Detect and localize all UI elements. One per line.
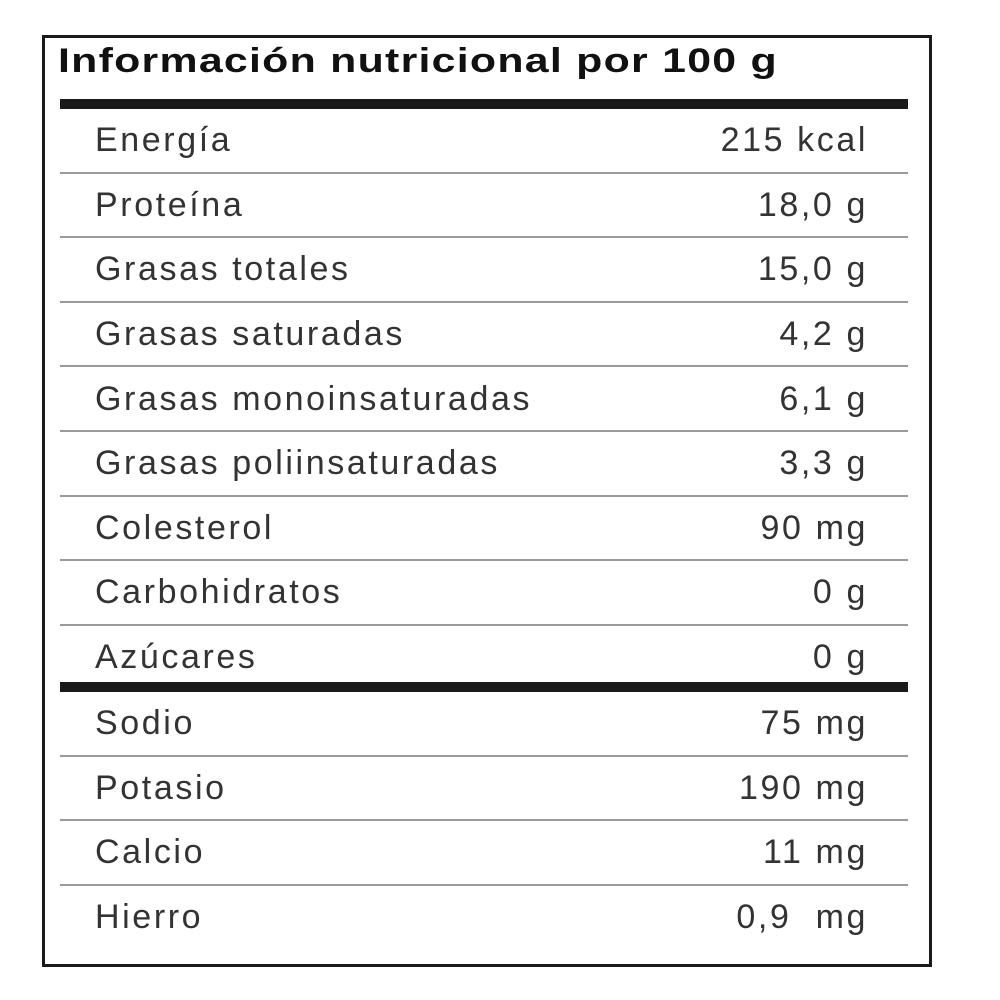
nutrient-value: 15,0 g bbox=[757, 250, 868, 289]
nutrient-label: Azúcares bbox=[95, 638, 258, 677]
table-title: Información nutricional por 100 g bbox=[58, 42, 778, 80]
nutrient-row: Carbohidratos 0 g bbox=[60, 561, 908, 626]
nutrient-label: Grasas poliinsaturadas bbox=[95, 444, 500, 483]
nutrient-value: 190 mg bbox=[738, 768, 868, 807]
nutrient-value: 4,2 g bbox=[779, 315, 868, 354]
nutrient-row: Proteína 18,0 g bbox=[60, 174, 908, 239]
nutrient-label: Proteína bbox=[95, 185, 245, 224]
nutrition-table-frame bbox=[42, 35, 932, 967]
nutrient-label: Grasas monoinsaturadas bbox=[95, 379, 533, 418]
nutrient-value: 75 mg bbox=[760, 704, 868, 743]
nutrient-value: 6,1 g bbox=[779, 379, 868, 418]
nutrient-value: 18,0 g bbox=[757, 185, 868, 224]
nutrient-row: Grasas monoinsaturadas 6,1 g bbox=[60, 367, 908, 432]
nutrient-label: Calcio bbox=[95, 833, 206, 872]
nutrient-value: 0 g bbox=[812, 638, 868, 677]
nutrient-value: 3,3 g bbox=[779, 444, 868, 483]
nutrient-row: Sodio 75 mg bbox=[60, 692, 908, 757]
nutrient-label: Energía bbox=[95, 121, 233, 160]
nutrient-label: Hierro bbox=[95, 897, 204, 936]
nutrient-value: 0,9 mg bbox=[736, 897, 868, 936]
nutrient-row: Energía 215 kcal bbox=[60, 109, 908, 174]
nutrient-value: 0 g bbox=[812, 573, 868, 612]
nutrient-row: Colesterol 90 mg bbox=[60, 497, 908, 562]
header-divider bbox=[60, 99, 908, 109]
nutrient-row: Grasas poliinsaturadas 3,3 g bbox=[60, 432, 908, 497]
nutrient-row: Calcio 11 mg bbox=[60, 821, 908, 886]
nutrient-value: 11 mg bbox=[763, 833, 868, 872]
nutrient-value: 90 mg bbox=[760, 508, 868, 547]
nutrient-row: Azúcares 0 g bbox=[60, 626, 908, 691]
nutrient-label: Colesterol bbox=[95, 508, 275, 547]
nutrient-label: Grasas saturadas bbox=[95, 315, 405, 354]
nutrient-row: Grasas saturadas 4,2 g bbox=[60, 303, 908, 368]
nutrient-label: Carbohidratos bbox=[95, 573, 343, 612]
nutrient-label: Grasas totales bbox=[95, 250, 351, 289]
nutrient-row: Potasio 190 mg bbox=[60, 757, 908, 821]
nutrient-row: Grasas totales 15,0 g bbox=[60, 238, 908, 303]
nutrient-label: Potasio bbox=[95, 768, 227, 807]
section-divider bbox=[60, 682, 908, 692]
nutrient-value: 215 kcal bbox=[720, 121, 868, 160]
nutrient-row: Hierro 0,9 mg bbox=[60, 886, 908, 951]
nutrient-label: Sodio bbox=[95, 704, 195, 743]
